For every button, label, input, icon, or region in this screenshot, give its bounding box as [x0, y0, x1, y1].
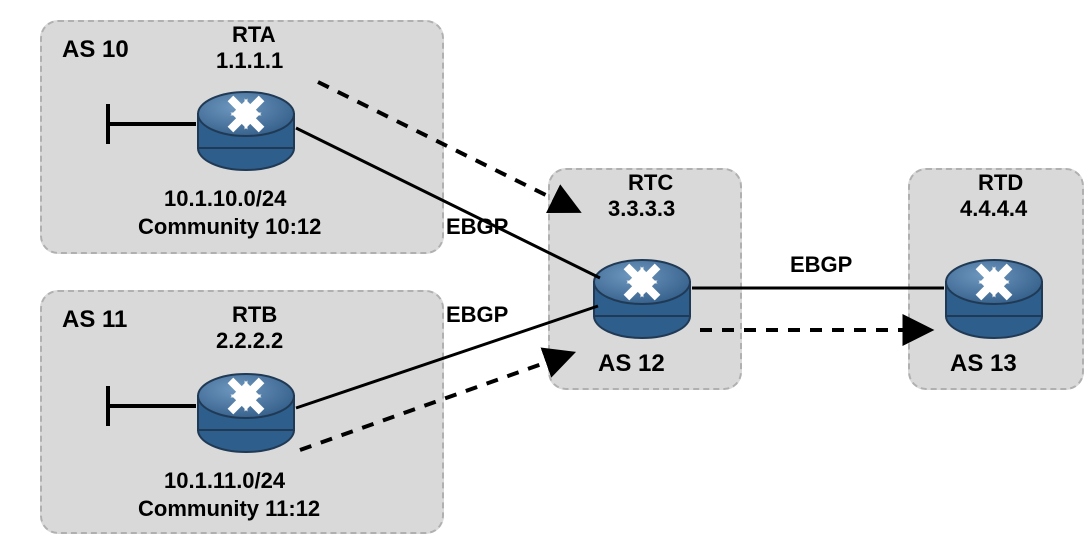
- as11-network: 10.1.11.0/24: [164, 468, 285, 494]
- as10-community: Community 10:12: [138, 214, 321, 240]
- as12-label: AS 12: [598, 350, 665, 378]
- ebgp-bc-label: EBGP: [446, 302, 508, 328]
- as11-community: Community 11:12: [138, 496, 320, 522]
- as11-label: AS 11: [62, 306, 127, 334]
- rtd-ip: 4.4.4.4: [960, 196, 1027, 222]
- as10-network: 10.1.10.0/24: [164, 186, 286, 212]
- rtb-ip: 2.2.2.2: [216, 328, 283, 354]
- rta-ip: 1.1.1.1: [216, 48, 283, 74]
- rtc-name: RTC: [628, 170, 673, 196]
- router-rtd: [944, 246, 1044, 341]
- rtb-name: RTB: [232, 302, 277, 328]
- as13-label: AS 13: [950, 350, 1017, 378]
- rtc-ip: 3.3.3.3: [608, 196, 675, 222]
- rta-name: RTA: [232, 22, 276, 48]
- router-rta: [196, 78, 296, 173]
- router-rtc: [592, 246, 692, 341]
- as10-label: AS 10: [62, 36, 129, 64]
- ebgp-ac-label: EBGP: [446, 214, 508, 240]
- rtd-name: RTD: [978, 170, 1023, 196]
- ebgp-cd-label: EBGP: [790, 252, 852, 278]
- router-rtb: [196, 360, 296, 455]
